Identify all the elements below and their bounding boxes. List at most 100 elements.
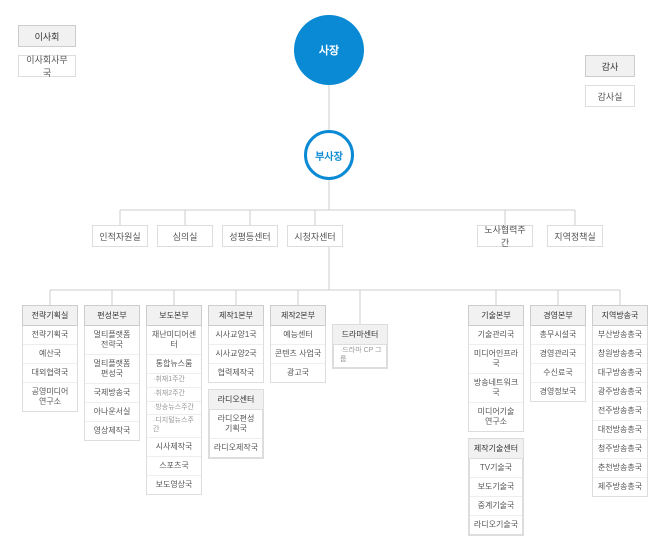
dept-column-8: 지역방송국부산방송총국창원방송총국대구방송총국광주방송총국전주방송총국대전방송총…: [592, 305, 648, 497]
dept-subbox-header: 드라마센터: [333, 325, 387, 345]
dept-column-2: 보도본부재난미디어센터통합뉴스룸·취재1주간·취재2주간·방송뉴스주간·디지털뉴…: [146, 305, 202, 495]
dept-item: 공영미디어 연구소: [23, 383, 77, 411]
dept-header: 기술본부: [468, 305, 524, 326]
dept-subitem: ·방송뉴스주간: [147, 402, 201, 416]
dept-item: 경영정보국: [531, 383, 585, 401]
audit-office-box: 감사실: [585, 85, 635, 107]
dept-item: 협력제작국: [209, 364, 263, 382]
dept-item: 보도영상국: [147, 476, 201, 494]
row-a-right-label-0: 노사협력주간: [483, 223, 527, 249]
dept-subbox: 드라마센터·드라마 CP 그룹: [332, 324, 388, 369]
dept-item: 아나운서실: [85, 403, 139, 422]
dept-list: 총무시설국경영관리국수신료국경영정보국: [530, 326, 586, 402]
dept-item: 시사제작국: [147, 438, 201, 457]
dept-item: 부산방송총국: [593, 326, 647, 345]
dept-item: 통합뉴스룸: [147, 355, 201, 374]
dept-header: 제작1본부: [208, 305, 264, 326]
dept-subbox-list: TV기술국보도기술국중계기술국라디오기술국: [469, 459, 523, 535]
dept-item: 국제방송국: [85, 384, 139, 403]
audit-office-label: 감사실: [598, 90, 623, 103]
row-a-label-2: 성평등센터: [229, 230, 270, 243]
dept-subbox-item: 보도기술국: [470, 478, 522, 497]
dept-item: 멀티플랫폼 편성국: [85, 355, 139, 384]
president-node: 사장: [294, 15, 364, 85]
dept-item: 멀티플랫폼 전략국: [85, 326, 139, 355]
dept-item: 시사교양1국: [209, 326, 263, 345]
dept-column-4: 제작2본부예능센터콘텐츠 사업국광고국: [270, 305, 326, 383]
dept-subbox-item: 중계기술국: [470, 497, 522, 516]
row-a-right-box-1: 지역정책실: [547, 225, 603, 247]
dept-subbox-item: 라디오편성 기획국: [210, 410, 262, 439]
dept-subbox-list: 라디오편성 기획국라디오제작국: [209, 410, 263, 458]
row-a-label-1: 심의실: [173, 230, 198, 243]
dept-subbox-item: 라디오제작국: [210, 439, 262, 457]
audit-label: 감사: [602, 60, 619, 73]
dept-column-1: 편성본부멀티플랫폼 전략국멀티플랫폼 편성국국제방송국아나운서실영상제작국: [84, 305, 140, 441]
dept-header: 경영본부: [530, 305, 586, 326]
audit-header: 감사: [585, 55, 635, 77]
dept-item: 대구방송총국: [593, 364, 647, 383]
dept-header: 제작2본부: [270, 305, 326, 326]
dept-item: 광주방송총국: [593, 383, 647, 402]
dept-column-3: 제작1본부시사교양1국시사교양2국협력제작국라디오센터라디오편성 기획국라디오제…: [208, 305, 264, 459]
dept-subbox-list: ·드라마 CP 그룹: [333, 345, 387, 368]
dept-item: 스포츠국: [147, 457, 201, 476]
dept-list: 예능센터콘텐츠 사업국광고국: [270, 326, 326, 383]
row-a-right-box-0: 노사협력주간: [477, 225, 533, 247]
row-a-right-label-1: 지역정책실: [554, 230, 595, 243]
row-a-box-2: 성평등센터: [222, 225, 278, 247]
dept-item: 전략기획국: [23, 326, 77, 345]
dept-item: 대전방송총국: [593, 421, 647, 440]
dept-list: 재난미디어센터통합뉴스룸·취재1주간·취재2주간·방송뉴스주간·디지털뉴스주간시…: [146, 326, 202, 495]
dept-subbox-item: 라디오기술국: [470, 516, 522, 534]
row-a-label-3: 시청자센터: [294, 230, 335, 243]
dept-item: 청주방송총국: [593, 440, 647, 459]
dept-item: 콘텐츠 사업국: [271, 345, 325, 364]
dept-column-6: 기술본부기술관리국미디어인프라국방송네트워크국미디어기술 연구소제작기술센터TV…: [468, 305, 524, 536]
dept-subitem: ·디지털뉴스주간: [147, 415, 201, 438]
dept-column-5: 드라마센터·드라마 CP 그룹: [332, 324, 388, 369]
dept-subbox-header: 라디오센터: [209, 390, 263, 410]
dept-item: 예능센터: [271, 326, 325, 345]
dept-item: 영상제작국: [85, 422, 139, 440]
dept-column-0: 전략기획실전략기획국예산국대외협력국공영미디어 연구소: [22, 305, 78, 412]
president-label: 사장: [319, 42, 339, 58]
row-a-box-3: 시청자센터: [287, 225, 343, 247]
dept-item: 광고국: [271, 364, 325, 382]
dept-subbox: 제작기술센터TV기술국보도기술국중계기술국라디오기술국: [468, 438, 524, 536]
dept-header: 편성본부: [84, 305, 140, 326]
dept-item: 경영관리국: [531, 345, 585, 364]
vice-president-node: 부사장: [304, 130, 354, 180]
dept-header: 보도본부: [146, 305, 202, 326]
row-a-label-0: 인적자원실: [99, 230, 140, 243]
dept-subitem: ·취재1주간: [147, 374, 201, 388]
dept-item: 미디어기술 연구소: [469, 403, 523, 431]
board-header: 이사회: [18, 25, 76, 47]
row-a-box-0: 인적자원실: [92, 225, 148, 247]
dept-item: 미디어인프라국: [469, 345, 523, 374]
dept-item: 춘천방송총국: [593, 459, 647, 478]
dept-subitem: ·취재2주간: [147, 388, 201, 402]
dept-subbox-subitem: ·드라마 CP 그룹: [334, 345, 386, 367]
dept-item: 수신료국: [531, 364, 585, 383]
dept-header: 지역방송국: [592, 305, 648, 326]
board-label: 이사회: [35, 30, 60, 43]
row-a-box-1: 심의실: [157, 225, 213, 247]
dept-list: 전략기획국예산국대외협력국공영미디어 연구소: [22, 326, 78, 412]
dept-list: 멀티플랫폼 전략국멀티플랫폼 편성국국제방송국아나운서실영상제작국: [84, 326, 140, 441]
vice-president-label: 부사장: [315, 148, 343, 163]
dept-item: 창원방송총국: [593, 345, 647, 364]
dept-item: 대외협력국: [23, 364, 77, 383]
dept-subbox-item: TV기술국: [470, 459, 522, 478]
dept-item: 예산국: [23, 345, 77, 364]
board-office-label: 이사회사무국: [24, 53, 70, 79]
board-office-box: 이사회사무국: [18, 55, 76, 77]
dept-subbox-header: 제작기술센터: [469, 439, 523, 459]
dept-column-7: 경영본부총무시설국경영관리국수신료국경영정보국: [530, 305, 586, 402]
dept-list: 부산방송총국창원방송총국대구방송총국광주방송총국전주방송총국대전방송총국청주방송…: [592, 326, 648, 497]
dept-header: 전략기획실: [22, 305, 78, 326]
dept-subbox: 라디오센터라디오편성 기획국라디오제작국: [208, 389, 264, 459]
dept-item: 시사교양2국: [209, 345, 263, 364]
dept-list: 기술관리국미디어인프라국방송네트워크국미디어기술 연구소: [468, 326, 524, 432]
dept-item: 전주방송총국: [593, 402, 647, 421]
